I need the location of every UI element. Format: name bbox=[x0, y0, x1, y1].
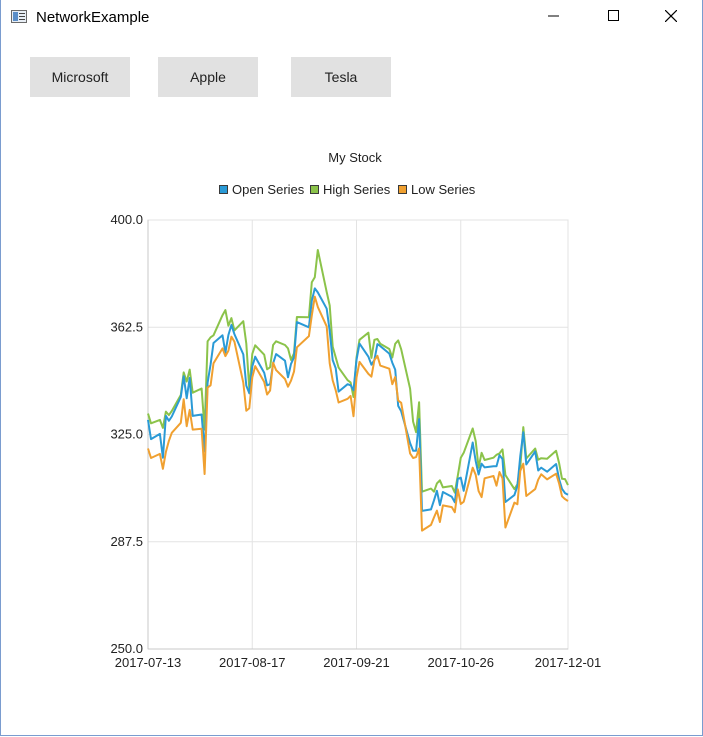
app-icon bbox=[11, 10, 27, 23]
legend-item-low[interactable]: Low Series bbox=[398, 182, 475, 197]
x-tick-label: 2017-09-21 bbox=[323, 655, 390, 670]
tesla-button[interactable]: Tesla bbox=[291, 57, 391, 97]
x-tick-label: 2017-08-17 bbox=[219, 655, 286, 670]
low-series-line bbox=[147, 295, 569, 532]
y-tick-label: 362.5 bbox=[110, 319, 143, 334]
y-tick-label: 287.5 bbox=[110, 534, 143, 549]
x-tick-label: 2017-12-01 bbox=[535, 655, 602, 670]
window-title: NetworkExample bbox=[36, 9, 150, 26]
legend-swatch-low bbox=[398, 185, 407, 194]
chart-legend: Open Series High Series Low Series bbox=[1, 182, 703, 200]
chart-title: My Stock bbox=[328, 150, 382, 165]
x-tick-label: 2017-10-26 bbox=[428, 655, 495, 670]
legend-swatch-high bbox=[310, 185, 319, 194]
legend-item-open[interactable]: Open Series bbox=[219, 182, 304, 197]
legend-label-low: Low Series bbox=[411, 182, 476, 197]
legend-swatch-open bbox=[219, 185, 228, 194]
y-tick-label: 400.0 bbox=[110, 212, 143, 227]
close-button[interactable] bbox=[648, 0, 694, 32]
maximize-button[interactable] bbox=[591, 0, 637, 32]
maximize-icon bbox=[608, 10, 619, 21]
open-series-line bbox=[147, 287, 569, 512]
x-tick-label: 2017-07-13 bbox=[115, 655, 182, 670]
legend-label-high: High Series bbox=[323, 182, 391, 197]
close-icon bbox=[665, 10, 677, 22]
legend-item-high[interactable]: High Series bbox=[310, 182, 390, 197]
legend-label-open: Open Series bbox=[232, 182, 305, 197]
y-tick-label: 325.0 bbox=[110, 427, 143, 442]
apple-button[interactable]: Apple bbox=[158, 57, 258, 97]
microsoft-button[interactable]: Microsoft bbox=[30, 57, 130, 97]
y-tick-label: 250.0 bbox=[110, 641, 143, 656]
minimize-button[interactable] bbox=[531, 0, 577, 32]
title-bar[interactable]: NetworkExample bbox=[1, 0, 702, 34]
minimize-icon bbox=[548, 15, 559, 17]
